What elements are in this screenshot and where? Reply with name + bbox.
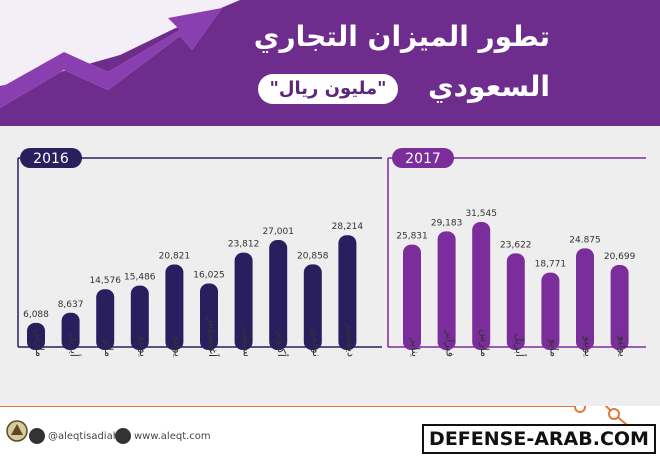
year-label: 2016: [33, 151, 69, 167]
header-fill: [0, 0, 660, 126]
category-label: أكتوبر: [275, 330, 289, 357]
value-label: 20,699: [604, 252, 636, 262]
category-label: أبريل: [513, 333, 527, 357]
brand-watermark: DEFENSE-ARAB.COM: [422, 424, 656, 454]
category-label: مايو: [102, 338, 115, 357]
trend-point: [608, 408, 620, 420]
chart-title-line2: السعودي: [428, 70, 550, 103]
year-pill: [392, 148, 454, 168]
value-label: 28,214: [332, 222, 364, 232]
bar: [96, 289, 115, 350]
value-label: 8,637: [58, 300, 84, 310]
value-label: 25,831: [396, 232, 428, 242]
category-label: أغسطس: [206, 315, 220, 357]
value-label: 18,771: [535, 260, 567, 270]
year-pill: [20, 148, 82, 168]
bar: [165, 264, 184, 350]
bar: [610, 264, 629, 350]
bar: [27, 322, 45, 350]
category-label: يناير: [409, 337, 422, 357]
bar: [541, 272, 560, 350]
website-link[interactable]: www.aleqt.com: [134, 431, 211, 442]
chart-panel: [0, 126, 660, 406]
unit-label: "مليون ريال": [258, 74, 398, 104]
value-label: 20,821: [159, 251, 191, 261]
category-label: مارس: [478, 329, 491, 357]
growth-arrow-shape: [0, 8, 222, 108]
category-label: سبتمبر: [241, 324, 254, 357]
header-banner: تطور الميزان التجاري السعودي "مليون ريال…: [0, 0, 660, 126]
bar: [338, 235, 357, 350]
header-decoration: [0, 0, 660, 126]
bar: [269, 240, 288, 350]
bar: [234, 252, 253, 350]
emblem-icon: [6, 420, 28, 442]
value-label: 14,576: [89, 276, 121, 286]
bar: [130, 285, 149, 350]
twitter-bubble-icon: [29, 428, 45, 444]
value-label: 15,486: [124, 273, 156, 283]
value-label: 6,088: [23, 310, 49, 320]
bar: [200, 283, 218, 350]
bar: [61, 312, 80, 350]
category-label: مارس: [33, 329, 46, 357]
bar-chart: 2016 6,088 مارس 8,637 أبريل 14,576 مايو 15,486 ي…: [17, 148, 646, 357]
value-label: 23,812: [228, 240, 260, 250]
value-label: 31,545: [465, 209, 497, 219]
category-label: مايو: [547, 338, 560, 357]
bar: [403, 244, 421, 350]
year-label: 2017: [405, 151, 441, 167]
category-label: ديسمبر: [344, 322, 357, 357]
category-label: يونيو: [582, 335, 595, 357]
category-label: يونيو: [137, 335, 150, 357]
web-bubble-icon: [115, 428, 131, 444]
bar: [303, 264, 322, 350]
trend-point: [574, 401, 586, 413]
bar: [472, 222, 491, 350]
twitter-handle[interactable]: @aleqtisadiah: [48, 431, 120, 442]
bar: [506, 253, 525, 350]
value-label: 16,025: [193, 270, 225, 280]
bar: [437, 231, 456, 350]
bar: [576, 248, 594, 350]
chart-title-line1: تطور الميزان التجاري: [253, 20, 550, 53]
value-label: 29,183: [431, 218, 463, 228]
value-label: 27,001: [262, 227, 294, 237]
value-label: 23,622: [500, 240, 532, 250]
category-label: أبريل: [68, 333, 82, 357]
category-label: يوليو: [617, 335, 630, 357]
category-label: فبراير: [444, 329, 457, 357]
value-label: 20,858: [297, 251, 329, 261]
category-label: نوفمبر: [310, 326, 323, 357]
category-label: يوليو: [171, 335, 184, 357]
value-label: 24.875: [569, 235, 601, 245]
